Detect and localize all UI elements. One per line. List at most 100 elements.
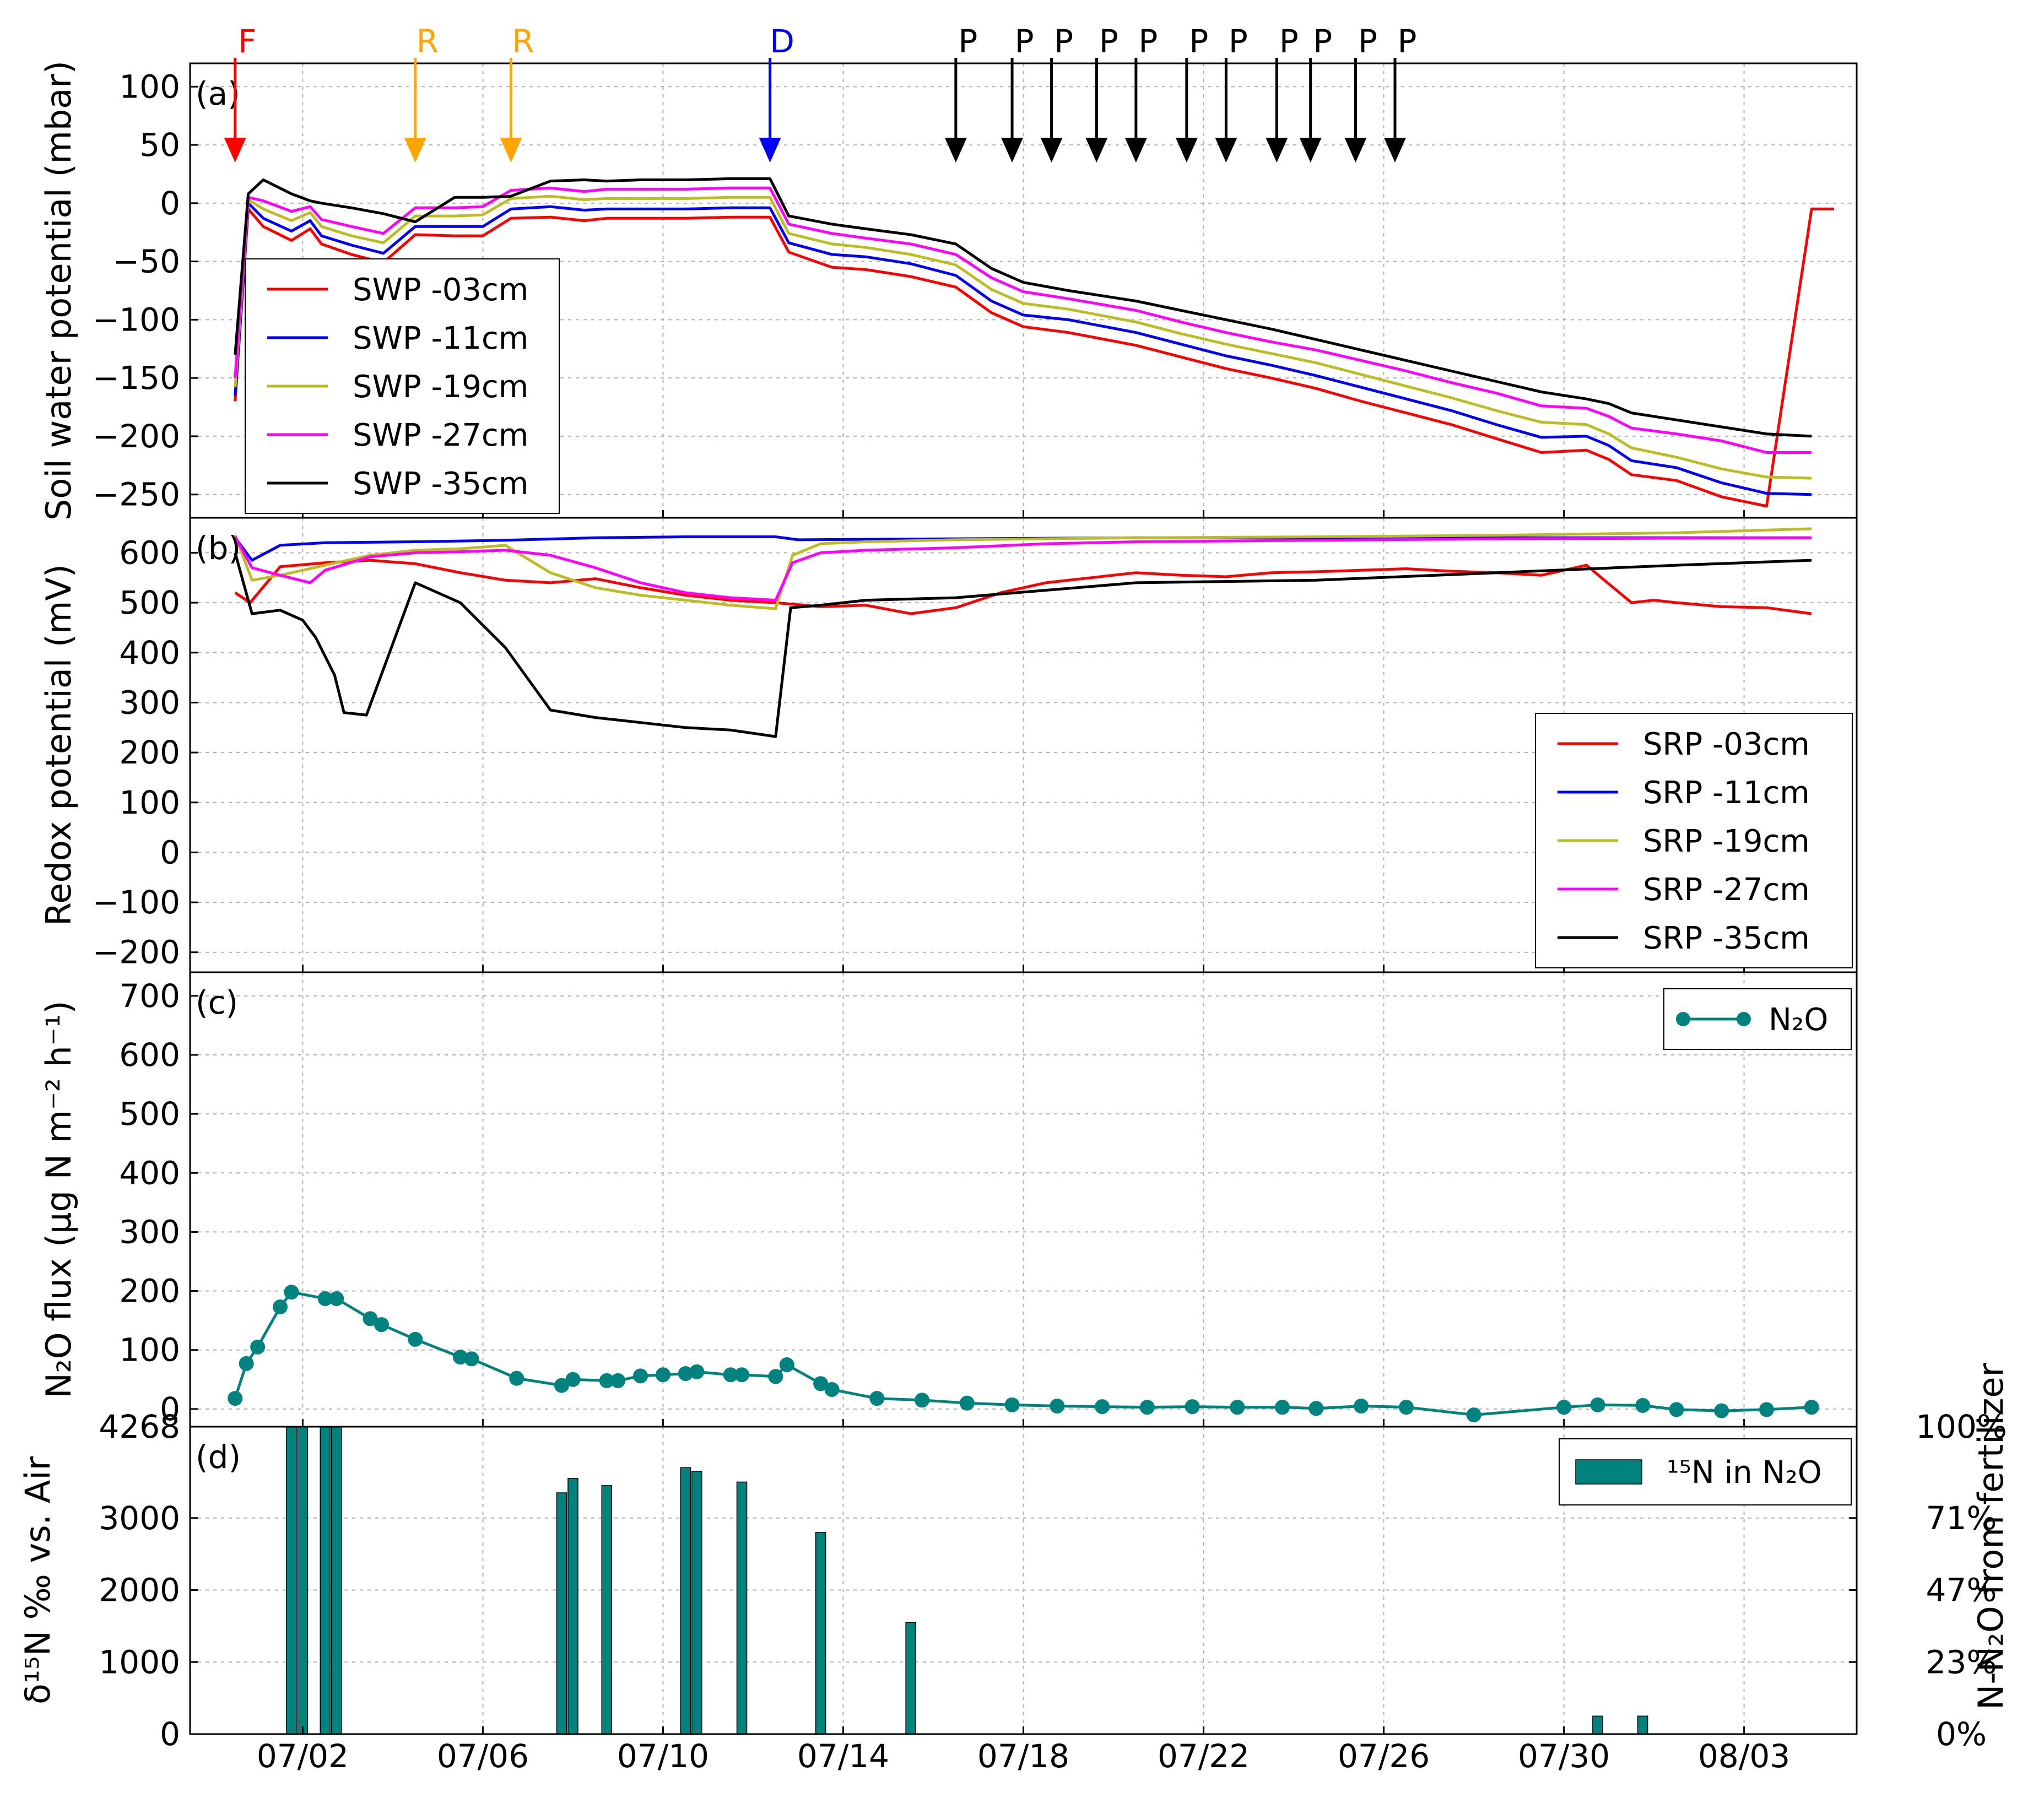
data-point	[1354, 1399, 1369, 1413]
legend-label: SWP -19cm	[353, 369, 528, 405]
event-label: P	[1015, 23, 1034, 60]
x-tick-label: 07/30	[1518, 1737, 1610, 1775]
x-tick-label: 07/14	[797, 1737, 889, 1775]
y2-tick-label: 0%	[1936, 1715, 1987, 1753]
series-line	[234, 552, 1812, 738]
y-tick-label: 600	[119, 534, 180, 571]
series-line	[234, 207, 1835, 508]
x-tick-label: 07/18	[977, 1737, 1069, 1775]
event-arrow-head	[1383, 138, 1406, 163]
event-arrow-head	[224, 138, 246, 163]
data-point	[284, 1285, 299, 1300]
panel-label: (d)	[196, 1438, 241, 1476]
data-point	[1714, 1403, 1729, 1418]
y-tick-label: 500	[119, 584, 180, 621]
y-tick-label: 0	[160, 1715, 180, 1753]
y-tick-label: 300	[119, 684, 180, 721]
data-point	[959, 1395, 975, 1411]
data-point	[1635, 1398, 1651, 1413]
data-point	[1004, 1397, 1020, 1412]
y-tick-label: 4268	[99, 1408, 180, 1445]
data-point	[1669, 1402, 1684, 1417]
event-arrow-head	[1040, 138, 1063, 163]
event-arrow-head	[1175, 138, 1198, 163]
event-arrow-head	[500, 138, 522, 163]
y-tick-label: 0	[160, 833, 180, 871]
panel-label: (c)	[196, 984, 238, 1021]
y2-tick-label: 47%	[1926, 1572, 1997, 1609]
event-label: P	[1054, 23, 1073, 60]
bar	[320, 1426, 331, 1735]
event-arrow-head	[1299, 138, 1322, 163]
x-tick-label: 08/03	[1698, 1737, 1790, 1775]
data-point	[464, 1351, 479, 1367]
y2-tick-label: 23%	[1926, 1643, 1997, 1681]
data-point	[610, 1373, 626, 1388]
y2-tick-label: 71%	[1926, 1499, 1997, 1537]
y-axis-label: Redox potential (mV)	[39, 564, 79, 926]
event-label: P	[1189, 23, 1208, 60]
data-point	[1230, 1400, 1245, 1415]
data-point	[1050, 1399, 1065, 1413]
event-label: F	[238, 23, 256, 60]
series-line	[234, 536, 1812, 602]
data-point	[915, 1393, 930, 1408]
legend-label: SWP -27cm	[353, 418, 528, 453]
y-tick-label: 0	[160, 185, 180, 222]
y-axis-label: N₂O flux (μg N m⁻² h⁻¹)	[39, 1000, 79, 1398]
legend-label: SRP -19cm	[1643, 824, 1810, 859]
event-arrow-head	[1215, 138, 1237, 163]
y-tick-label: −150	[93, 359, 180, 397]
data-point	[768, 1369, 783, 1384]
event-arrow-head	[1124, 138, 1147, 163]
x-tick-label: 07/02	[257, 1737, 349, 1775]
y-tick-label: −50	[113, 243, 180, 280]
event-arrow-head	[1344, 138, 1367, 163]
y-tick-label: −200	[93, 934, 180, 971]
event-label: R	[512, 23, 534, 60]
legend-label: SRP -03cm	[1643, 727, 1810, 762]
data-point	[824, 1382, 840, 1397]
y-tick-label: −200	[93, 418, 180, 455]
legend-label: SWP -11cm	[353, 321, 528, 356]
data-point	[565, 1372, 581, 1387]
y-tick-label: 2000	[99, 1572, 180, 1609]
data-point	[228, 1391, 243, 1406]
data-point	[1759, 1402, 1774, 1417]
data-point	[1308, 1401, 1324, 1416]
y2-tick-label: 100%	[1916, 1408, 2007, 1445]
y-tick-label: 100	[119, 784, 180, 821]
y-tick-label: 0	[160, 1390, 180, 1428]
y-tick-label: −100	[93, 884, 180, 921]
event-label: P	[1398, 23, 1417, 60]
y-tick-label: 200	[119, 1272, 180, 1310]
data-point	[1275, 1400, 1290, 1415]
data-point	[1804, 1400, 1819, 1415]
data-point	[655, 1367, 670, 1383]
y-tick-label: 100	[119, 68, 180, 105]
legend-marker	[1737, 1012, 1751, 1026]
data-point	[273, 1299, 288, 1314]
legend-marker	[1676, 1012, 1690, 1026]
event-arrow-head	[1001, 138, 1024, 163]
y-tick-label: 300	[119, 1213, 180, 1250]
y-tick-label: 1000	[99, 1643, 180, 1681]
data-point	[1398, 1400, 1414, 1415]
event-arrow-head	[404, 138, 426, 163]
data-point	[1185, 1399, 1200, 1415]
event-label: P	[1358, 23, 1377, 60]
y-axis-label: Soil water potential (mbar)	[39, 61, 79, 521]
legend-label: N₂O	[1769, 1002, 1828, 1038]
data-point	[869, 1391, 885, 1406]
bar	[567, 1478, 578, 1735]
event-label: R	[417, 23, 439, 60]
y-tick-label: 700	[119, 977, 180, 1015]
legend-box	[1535, 713, 1853, 968]
data-point	[779, 1357, 794, 1372]
data-point	[329, 1291, 344, 1306]
event-label: P	[1313, 23, 1332, 60]
event-label: P	[1138, 23, 1158, 60]
event-label: P	[1279, 23, 1299, 60]
y2-axis-label: N-N₂O from fertilizer	[1971, 1362, 2011, 1710]
